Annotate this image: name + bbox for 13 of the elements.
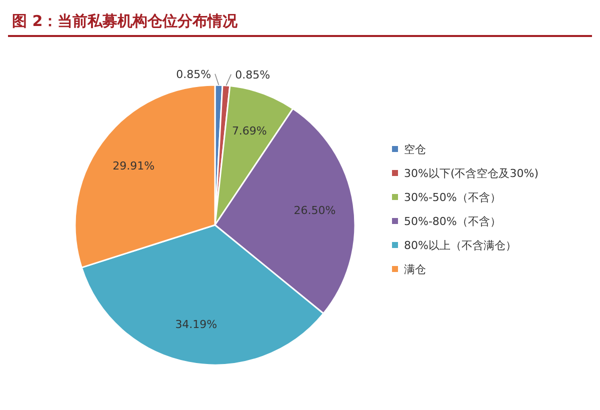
legend-label: 空仓: [404, 143, 426, 156]
data-label: 26.50%: [294, 204, 336, 218]
legend-label: 30%以下(不含空仓及30%): [404, 167, 538, 180]
data-label: 0.85%: [176, 68, 212, 81]
legend-label: 30%-50%（不含）: [404, 191, 501, 204]
legend-label: 50%-80%（不含）: [404, 215, 501, 228]
data-label: 0.85%: [235, 68, 270, 82]
legend-label: 80%以上（不含满仓）: [404, 239, 516, 252]
data-label: 29.91%: [112, 160, 155, 173]
legend-label: 满仓: [404, 263, 426, 276]
data-label: 34.19%: [175, 318, 218, 332]
chart-title: 图 2：当前私募机构仓位分布情况: [12, 12, 239, 30]
data-label: 7.69%: [232, 124, 267, 138]
